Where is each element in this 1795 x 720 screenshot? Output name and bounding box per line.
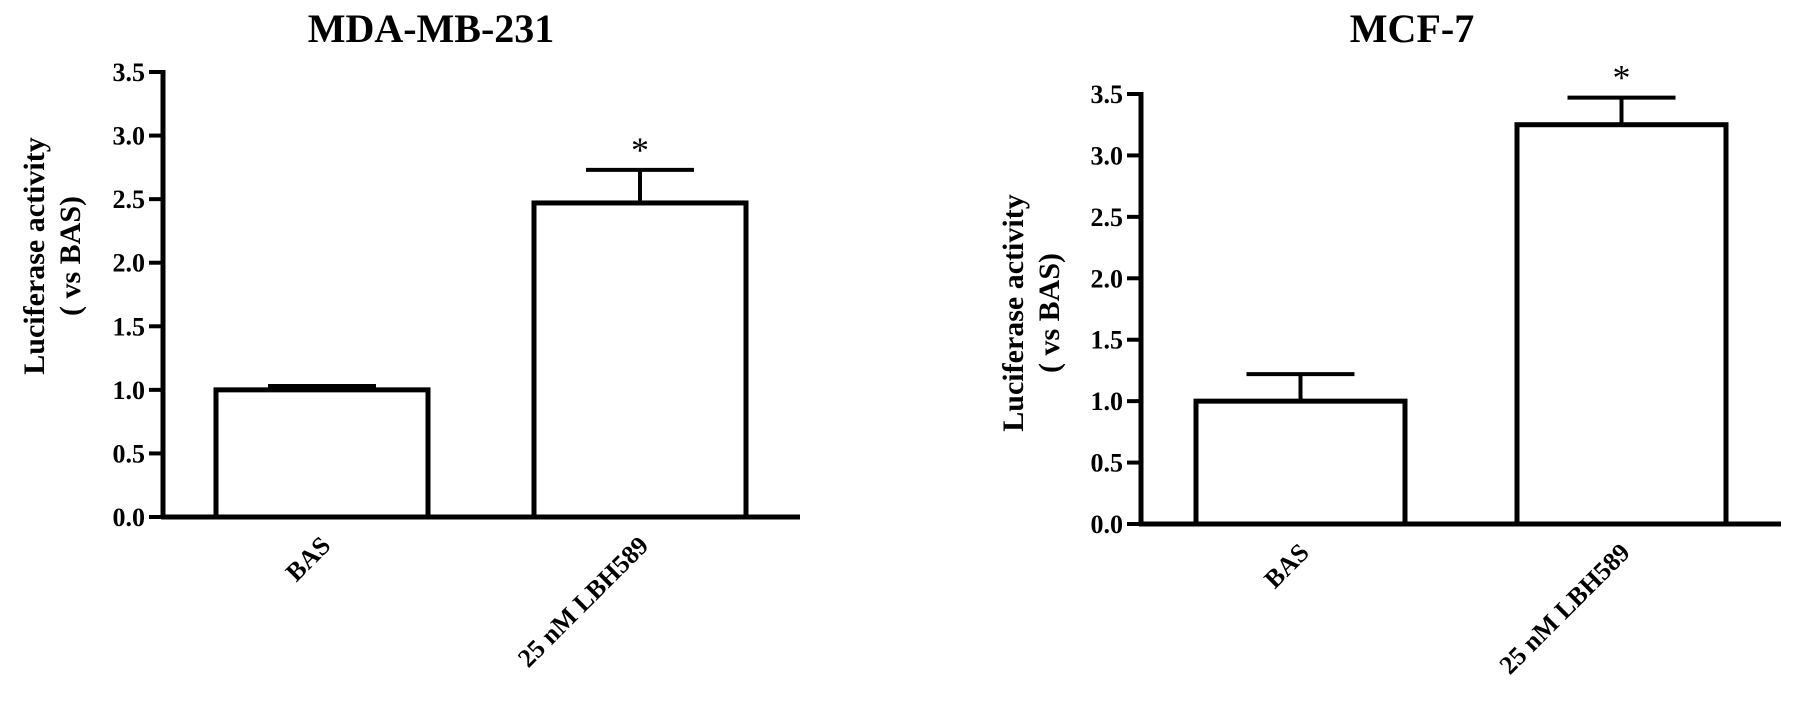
y-tick-label: 1.0 <box>113 376 146 405</box>
y-tick-label: 3.5 <box>113 58 146 87</box>
bar-1 <box>1193 398 1408 527</box>
chart-marks: BAS * 25 nM LBH589 0.0 0.5 1.0 1.5 2.0 2.5 3.0 3.5 <box>1091 58 1781 680</box>
y-tick-label: 2.0 <box>1091 264 1124 293</box>
y-tick-label: 3.0 <box>1091 141 1124 170</box>
y-tick-label: 2.5 <box>113 185 146 214</box>
x-tick-label: 25 nM LBH589 <box>512 531 654 673</box>
bar-1 <box>213 387 431 520</box>
y-tick-label: 3.0 <box>113 122 146 151</box>
chart-marks: BAS * 25 nM LBH589 0.0 0.5 1.0 1.5 2.0 2.5 3.0 3.5 <box>113 58 800 673</box>
chart-title: MCF-7 <box>1350 6 1474 51</box>
y-tick-label: 0.5 <box>1091 449 1124 478</box>
y-tick-label: 1.0 <box>1091 387 1124 416</box>
y-tick-label: 1.5 <box>1091 326 1124 355</box>
x-tick-label: 25 nM LBH589 <box>1494 538 1636 680</box>
y-tick-label: 2.0 <box>113 249 146 278</box>
y-tick-label: 0.5 <box>113 439 146 468</box>
y-axis-label-line-2: ( vs BAS) <box>1033 253 1066 373</box>
x-tick-label: BAS <box>1258 538 1314 594</box>
x-tick-label: BAS <box>280 531 336 587</box>
y-tick-label: 2.5 <box>1091 203 1124 232</box>
bar-2 <box>531 200 749 520</box>
y-tick-label: 3.5 <box>1091 80 1124 109</box>
y-tick-label: 0.0 <box>113 503 146 532</box>
y-axis-label-line-1: Luciferase activity <box>18 137 51 374</box>
chart-mcf-7: MCF-7 Luciferase activity ( vs BAS) BAS *… <box>997 6 1781 680</box>
bar-2 <box>1514 122 1729 527</box>
significance-marker: * <box>1613 58 1631 98</box>
chart-mda-mb-231: MDA-MB-231 Luciferase activity ( vs BAS)… <box>18 6 800 673</box>
chart-title: MDA-MB-231 <box>308 6 555 51</box>
y-axis-label-line-1: Luciferase activity <box>997 194 1030 431</box>
significance-marker: * <box>631 130 649 170</box>
y-axis-label-line-2: ( vs BAS) <box>54 196 87 316</box>
y-tick-label: 1.5 <box>113 312 146 341</box>
y-tick-label: 0.0 <box>1091 510 1124 539</box>
